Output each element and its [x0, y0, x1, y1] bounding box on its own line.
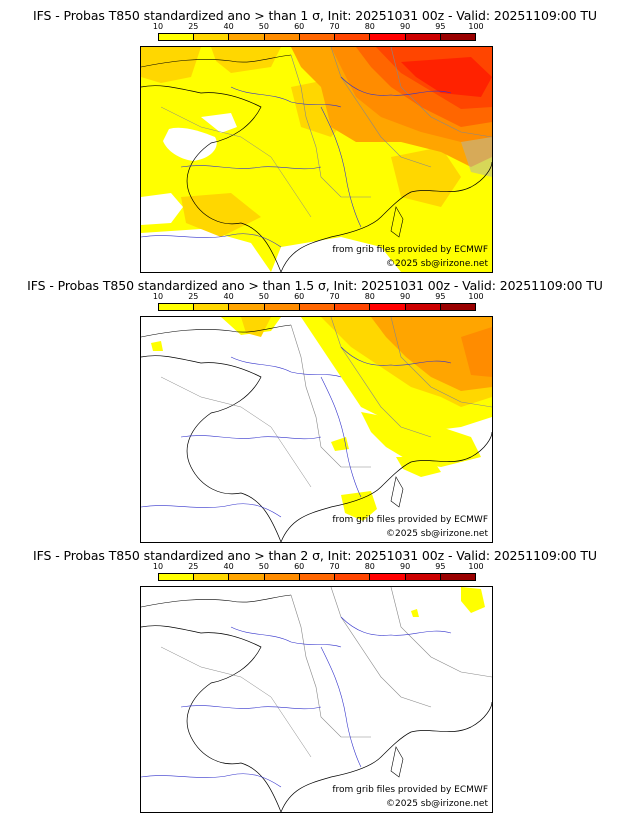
copyright-note: ©2025 sb@irizone.net — [386, 529, 488, 539]
colorbar-swatch — [299, 304, 336, 310]
colorbar-swatch — [335, 34, 371, 40]
colorbar-swatch — [299, 574, 336, 580]
colorbar-ticks: 10 25 40 50 60 70 80 90 95 100 — [153, 562, 484, 572]
colorbar-swatch — [440, 574, 475, 580]
tick-label: 80 — [364, 292, 375, 301]
tick-label: 80 — [364, 22, 375, 31]
tick-label: 50 — [258, 562, 269, 571]
colorbar-swatch — [370, 34, 406, 40]
tick-label: 70 — [329, 562, 340, 571]
colorbar — [158, 33, 476, 41]
tick-label: 60 — [294, 22, 305, 31]
colorbar-swatch — [335, 574, 371, 580]
copyright-note: ©2025 sb@irizone.net — [386, 259, 488, 269]
data-source-note: from grib files provided by ECMWF — [332, 785, 488, 795]
tick-label: 100 — [468, 562, 484, 571]
tick-label: 50 — [258, 292, 269, 301]
tick-label: 40 — [223, 292, 234, 301]
colorbar-swatch — [440, 304, 475, 310]
colorbar-swatch — [405, 574, 441, 580]
panel-title: IFS - Probas T850 standardized ano > tha… — [27, 278, 603, 293]
copyright-note: ©2025 sb@irizone.net — [386, 799, 488, 809]
tick-label: 50 — [258, 22, 269, 31]
panel-1-5sigma: IFS - Probas T850 standardized ano > tha… — [0, 278, 630, 548]
panel-title: IFS - Probas T850 standardized ano > tha… — [33, 548, 597, 563]
colorbar-swatch — [264, 574, 300, 580]
tick-label: 10 — [152, 292, 164, 301]
colorbar-swatch — [335, 304, 371, 310]
tick-label: 90 — [399, 292, 411, 301]
colorbar — [158, 303, 476, 311]
panel-1sigma: IFS - Probas T850 standardized ano > tha… — [0, 8, 630, 278]
colorbar-swatch — [264, 34, 300, 40]
map-graphic — [141, 587, 492, 812]
colorbar-ticks: 10 25 40 50 60 70 80 90 95 100 — [153, 22, 484, 32]
tick-label: 100 — [468, 22, 484, 31]
colorbar — [158, 573, 476, 581]
colorbar-swatch — [405, 304, 441, 310]
colorbar-swatch — [159, 34, 195, 40]
tick-label: 10 — [152, 562, 164, 571]
tick-label: 95 — [435, 292, 446, 301]
tick-label: 90 — [399, 22, 411, 31]
tick-label: 60 — [294, 562, 305, 571]
tick-label: 60 — [294, 292, 305, 301]
colorbar-swatch — [264, 304, 300, 310]
colorbar-swatch — [299, 34, 336, 40]
colorbar-swatch — [194, 34, 230, 40]
tick-label: 95 — [435, 22, 446, 31]
data-source-note: from grib files provided by ECMWF — [332, 245, 488, 255]
colorbar-swatch — [229, 34, 265, 40]
colorbar-swatch — [159, 574, 195, 580]
probability-map: from grib files provided by ECMWF ©2025 … — [140, 316, 493, 543]
panel-2sigma: IFS - Probas T850 standardized ano > tha… — [0, 548, 630, 818]
tick-label: 25 — [188, 22, 199, 31]
colorbar-swatch — [440, 34, 475, 40]
tick-label: 40 — [223, 22, 234, 31]
colorbar-swatch — [405, 34, 441, 40]
tick-label: 25 — [188, 292, 199, 301]
colorbar-swatch — [229, 574, 265, 580]
colorbar-swatch — [159, 304, 195, 310]
colorbar-swatch — [370, 304, 406, 310]
colorbar-swatch — [370, 574, 406, 580]
colorbar-swatch — [229, 304, 265, 310]
colorbar-ticks: 10 25 40 50 60 70 80 90 95 100 — [153, 292, 484, 302]
panel-title: IFS - Probas T850 standardized ano > tha… — [33, 8, 597, 23]
tick-label: 10 — [152, 22, 164, 31]
probability-map: from grib files provided by ECMWF ©2025 … — [140, 586, 493, 813]
map-graphic — [141, 47, 492, 272]
tick-label: 95 — [435, 562, 446, 571]
colorbar-swatch — [194, 304, 230, 310]
tick-label: 70 — [329, 292, 340, 301]
tick-label: 80 — [364, 562, 375, 571]
tick-label: 40 — [223, 562, 234, 571]
tick-label: 70 — [329, 22, 340, 31]
map-graphic — [141, 317, 492, 542]
tick-label: 90 — [399, 562, 411, 571]
tick-label: 100 — [468, 292, 484, 301]
tick-label: 25 — [188, 562, 199, 571]
data-source-note: from grib files provided by ECMWF — [332, 515, 488, 525]
probability-map: from grib files provided by ECMWF ©2025 … — [140, 46, 493, 273]
colorbar-swatch — [194, 574, 230, 580]
